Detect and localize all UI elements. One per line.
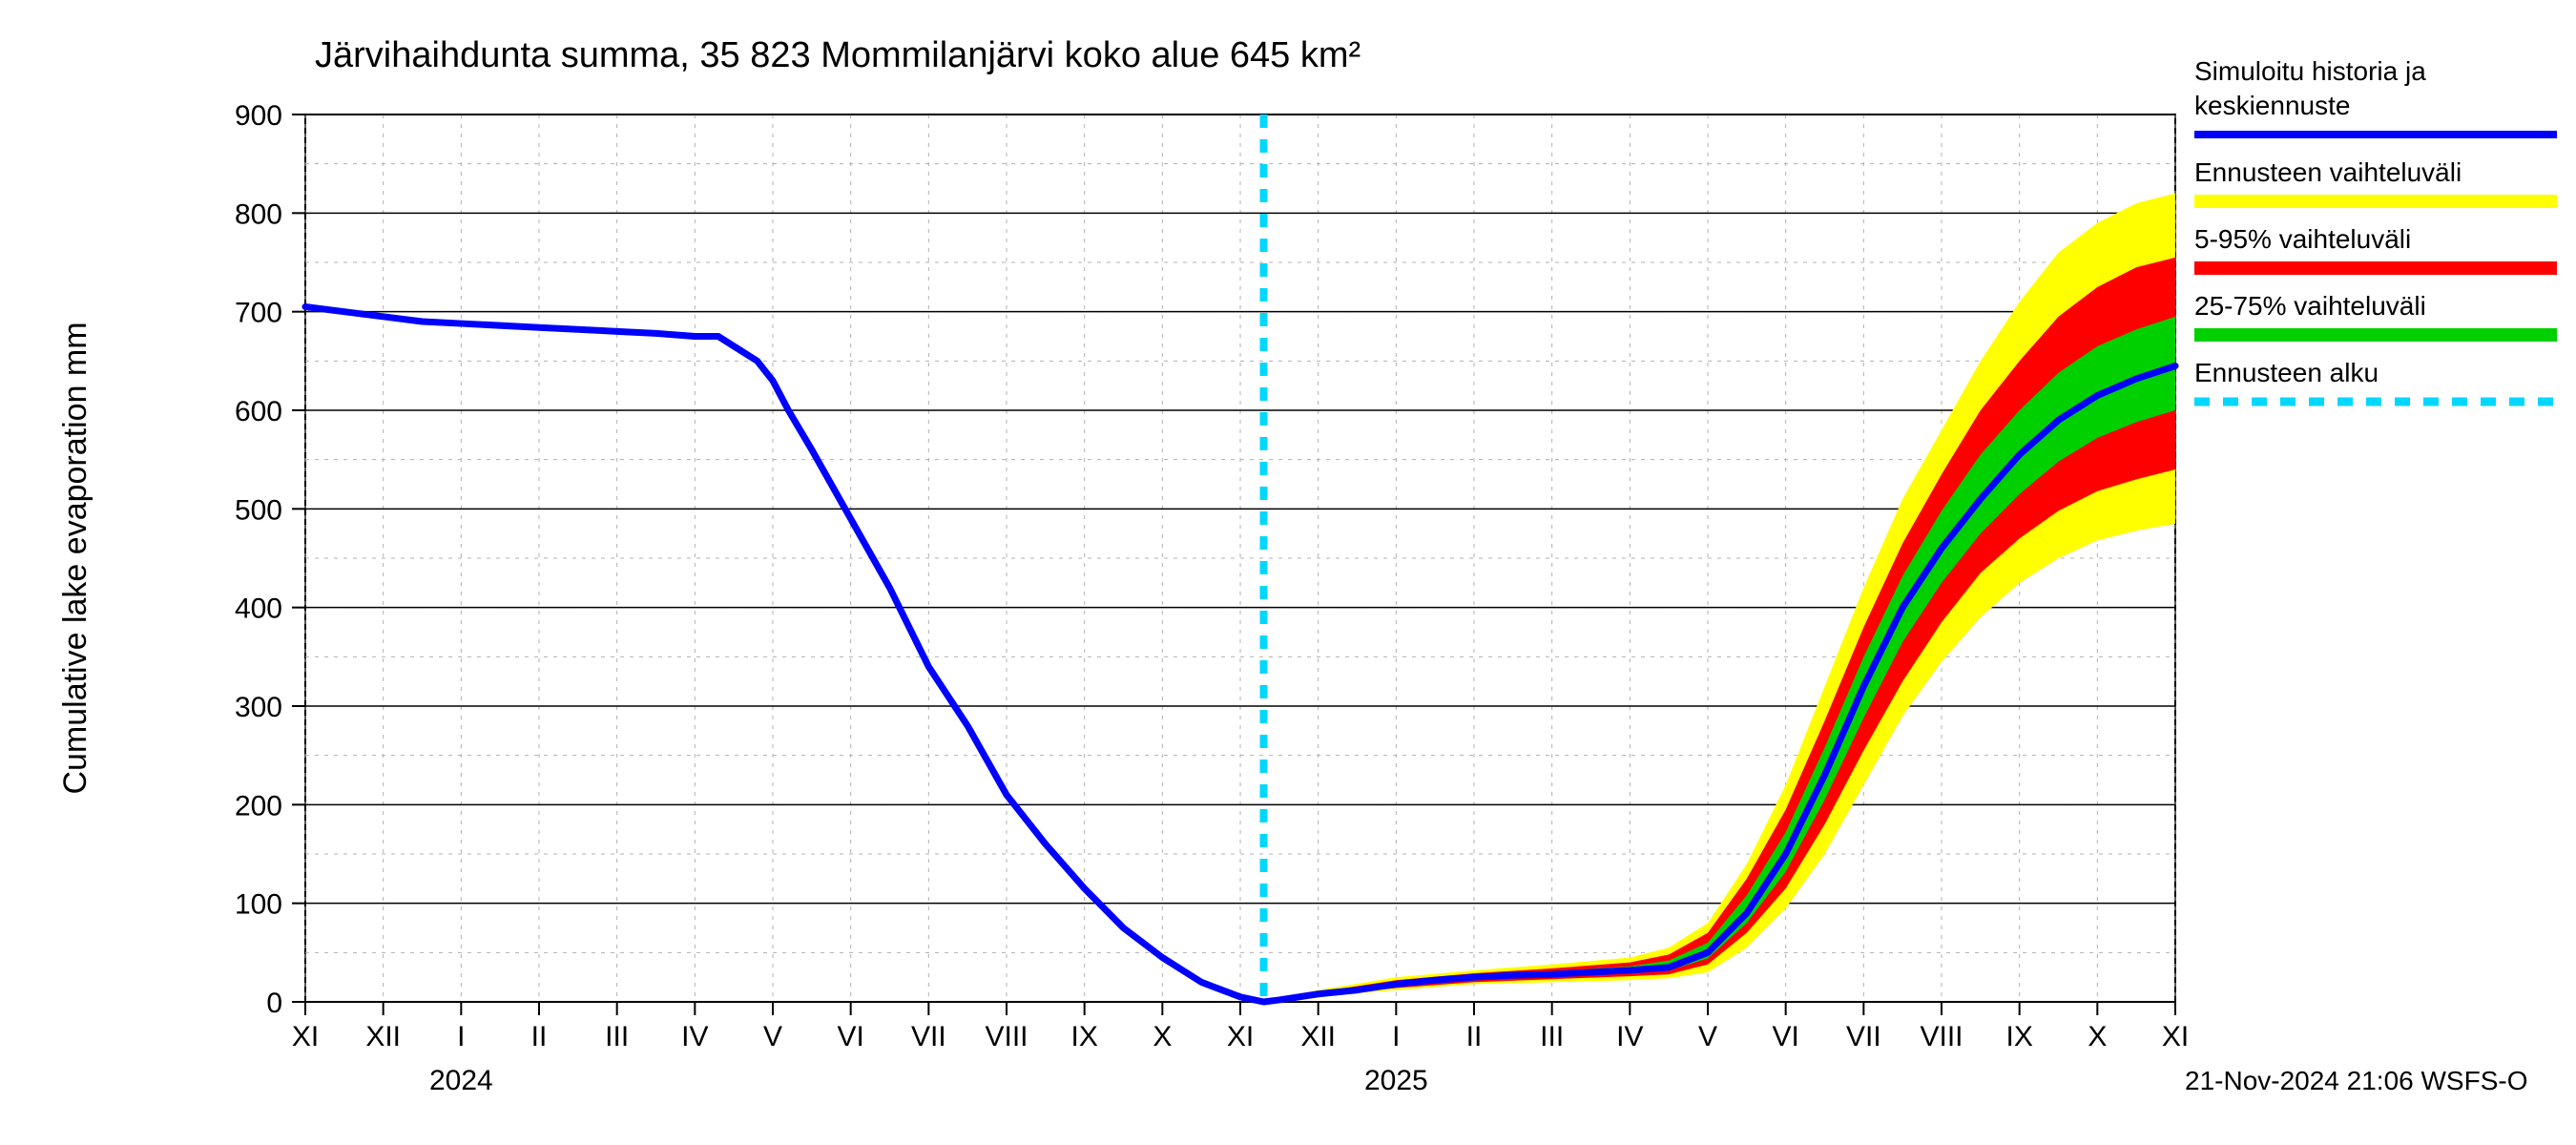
xtick-label: VIII [985,1021,1028,1052]
ytick-label: 300 [235,692,282,723]
chart-bg [0,0,2576,1145]
xtick-label: XI [2162,1021,2189,1052]
xtick-label: II [1466,1021,1483,1052]
xtick-label: IV [681,1021,708,1052]
ytick-label: 600 [235,396,282,427]
ytick-label: 400 [235,593,282,625]
xtick-label: II [531,1021,548,1052]
year-label: 2025 [1364,1065,1428,1096]
xtick-label: VII [1846,1021,1881,1052]
ytick-label: 800 [235,198,282,230]
xtick-label: VI [837,1021,863,1052]
chart-svg: 0100200300400500600700800900XIXIIIIIIIII… [0,0,2576,1145]
ytick-label: 200 [235,790,282,822]
chart-container: 0100200300400500600700800900XIXIIIIIIIII… [0,0,2576,1145]
legend-label: 25-75% vaihteluväli [2194,291,2426,321]
xtick-label: I [1392,1021,1400,1052]
xtick-label: VI [1772,1021,1798,1052]
ytick-label: 700 [235,298,282,329]
xtick-label: III [1540,1021,1564,1052]
legend-label: keskiennuste [2194,91,2350,120]
legend-label: Ennusteen vaihteluväli [2194,157,2462,187]
xtick-label: IX [2005,1021,2032,1052]
xtick-label: III [605,1021,629,1052]
chart-footer: 21-Nov-2024 21:06 WSFS-O [2185,1066,2528,1095]
xtick-label: VIII [1920,1021,1963,1052]
y-axis-label: Cumulative lake evaporation mm [57,322,93,794]
ytick-label: 500 [235,494,282,526]
legend-swatch [2194,131,2557,138]
xtick-label: XII [1300,1021,1336,1052]
xtick-label: IV [1616,1021,1643,1052]
legend-swatch [2194,261,2557,275]
xtick-label: XII [365,1021,401,1052]
ytick-label: 900 [235,100,282,132]
xtick-label: VII [911,1021,946,1052]
legend-label: Simuloitu historia ja [2194,56,2426,86]
xtick-label: XI [1227,1021,1254,1052]
xtick-label: X [1153,1021,1172,1052]
legend-label: 5-95% vaihteluväli [2194,224,2411,254]
legend-label: Ennusteen alku [2194,358,2379,387]
ytick-label: 0 [266,988,282,1019]
legend-swatch [2194,195,2557,208]
xtick-label: X [2088,1021,2107,1052]
xtick-label: IX [1070,1021,1097,1052]
chart-title: Järvihaihdunta summa, 35 823 Mommilanjär… [315,35,1361,75]
xtick-label: I [457,1021,465,1052]
xtick-label: XI [292,1021,319,1052]
ytick-label: 100 [235,889,282,921]
xtick-label: V [763,1021,782,1052]
legend-swatch [2194,328,2557,342]
year-label: 2024 [429,1065,493,1096]
xtick-label: V [1698,1021,1717,1052]
